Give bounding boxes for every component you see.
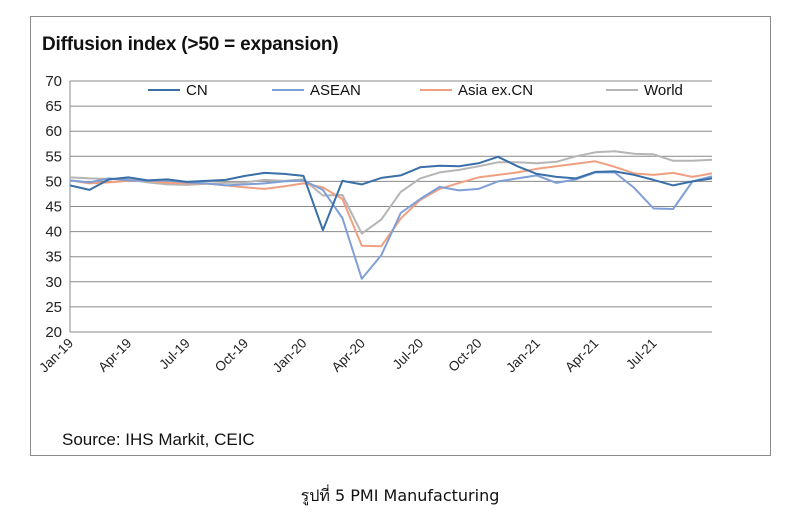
series-line-world <box>69 150 713 235</box>
y-tick-label: 45 <box>45 199 62 216</box>
series-line-cn <box>69 155 713 232</box>
y-tick-label: 60 <box>45 123 62 140</box>
source-note: Source: IHS Markit, CEIC <box>62 430 255 449</box>
legend-label: ASEAN <box>310 82 361 99</box>
figure-caption: รูปที่ 5 PMI Manufacturing <box>300 486 500 505</box>
legend-label: World <box>644 82 683 99</box>
x-tick-label: Oct-19 <box>212 336 251 375</box>
y-tick-label: 30 <box>45 274 62 291</box>
y-tick-label: 70 <box>45 73 62 90</box>
legend: CN ASEAN Asia ex.CN World <box>148 82 683 99</box>
x-tick-label: Oct-20 <box>445 336 484 375</box>
x-tick-label: Apr-21 <box>562 336 601 375</box>
x-tick-label: Apr-20 <box>329 336 368 375</box>
x-tick-label: Jul-19 <box>156 336 193 373</box>
gridlines <box>69 80 712 333</box>
x-tick-label: Jan-21 <box>503 336 543 376</box>
chart-title: Diffusion index (>50 = expansion) <box>42 34 339 55</box>
series-line-asean <box>69 171 713 280</box>
y-tick-label: 40 <box>45 224 62 241</box>
x-tick-label: Jan-19 <box>36 336 76 376</box>
y-tick-label: 20 <box>45 324 62 341</box>
y-axis-ticks: 20 25 30 35 40 45 50 55 60 65 70 <box>45 73 62 341</box>
series-lines <box>69 150 713 280</box>
x-tick-label: Jul-20 <box>390 336 427 373</box>
y-tick-label: 55 <box>45 148 62 165</box>
x-tick-label: Jan-20 <box>270 336 310 376</box>
y-tick-label: 25 <box>45 299 62 316</box>
y-tick-label: 50 <box>45 173 62 190</box>
x-tick-label: Apr-19 <box>95 336 134 375</box>
y-tick-label: 65 <box>45 98 62 115</box>
legend-label: Asia ex.CN <box>458 82 533 99</box>
x-tick-label: Jul-21 <box>623 336 660 373</box>
legend-label: CN <box>186 82 208 99</box>
y-tick-label: 35 <box>45 249 62 266</box>
x-axis-ticks: Jan-19 Apr-19 Jul-19 Oct-19 Jan-20 Apr-20 Jul-… <box>36 336 659 376</box>
